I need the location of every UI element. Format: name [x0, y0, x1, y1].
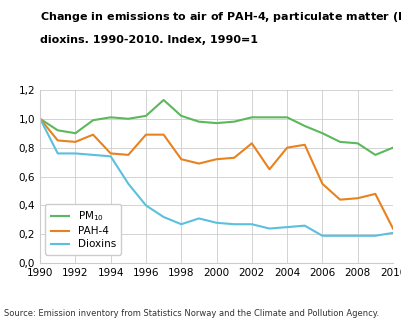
PM$_{10}$ [214, 121, 219, 125]
PAH-4 [338, 198, 342, 202]
PM$_{10}$ [196, 120, 201, 124]
PM$_{10}$ [355, 141, 360, 145]
Text: dioxins. 1990-2010. Index, 1990=1: dioxins. 1990-2010. Index, 1990=1 [40, 35, 258, 45]
PAH-4 [355, 196, 360, 200]
PAH-4 [302, 143, 307, 147]
PM$_{10}$ [144, 114, 148, 118]
PM$_{10}$ [179, 114, 184, 118]
Dioxins [355, 234, 360, 238]
Dioxins [214, 221, 219, 225]
PAH-4 [249, 141, 254, 145]
Dioxins [320, 234, 325, 238]
PM$_{10}$ [91, 118, 95, 122]
Dioxins [373, 234, 378, 238]
PM$_{10}$ [108, 115, 113, 119]
PM$_{10}$ [249, 115, 254, 119]
PM$_{10}$ [232, 120, 237, 124]
Dioxins [179, 222, 184, 226]
PM$_{10}$ [373, 153, 378, 157]
PM$_{10}$ [391, 146, 395, 150]
PM$_{10}$ [267, 115, 272, 119]
Dioxins [161, 215, 166, 219]
Text: Source: Emission inventory from Statistics Norway and the Climate and Pollution : Source: Emission inventory from Statisti… [4, 309, 379, 318]
Line: PM$_{10}$: PM$_{10}$ [40, 100, 393, 155]
PAH-4 [267, 168, 272, 171]
PM$_{10}$ [302, 124, 307, 128]
Dioxins [196, 217, 201, 221]
PAH-4 [144, 133, 148, 137]
Dioxins [267, 227, 272, 230]
PM$_{10}$ [38, 117, 43, 121]
PAH-4 [196, 162, 201, 166]
PAH-4 [161, 133, 166, 137]
Dioxins [108, 154, 113, 158]
PM$_{10}$ [73, 131, 78, 135]
PAH-4 [108, 152, 113, 155]
PAH-4 [214, 157, 219, 161]
PM$_{10}$ [161, 98, 166, 102]
PAH-4 [55, 138, 60, 142]
PAH-4 [179, 157, 184, 161]
Dioxins [91, 153, 95, 157]
PAH-4 [73, 140, 78, 144]
Dioxins [55, 152, 60, 155]
PM$_{10}$ [285, 115, 290, 119]
Dioxins [249, 222, 254, 226]
Dioxins [391, 231, 395, 235]
Legend: PM$_{10}$, PAH-4, Dioxins: PM$_{10}$, PAH-4, Dioxins [45, 204, 121, 255]
Line: Dioxins: Dioxins [40, 119, 393, 236]
Dioxins [144, 204, 148, 207]
PAH-4 [91, 133, 95, 137]
Dioxins [338, 234, 342, 238]
Dioxins [126, 182, 131, 186]
PAH-4 [373, 192, 378, 196]
Dioxins [73, 152, 78, 155]
PAH-4 [38, 117, 43, 121]
PAH-4 [126, 153, 131, 157]
PAH-4 [232, 156, 237, 160]
PM$_{10}$ [55, 128, 60, 132]
Dioxins [38, 117, 43, 121]
PAH-4 [320, 182, 325, 186]
Line: PAH-4: PAH-4 [40, 119, 393, 229]
PAH-4 [391, 227, 395, 230]
PM$_{10}$ [338, 140, 342, 144]
Text: Change in emissions to air of PAH-4, particulate matter (PM$_{10}$) and: Change in emissions to air of PAH-4, par… [40, 10, 401, 24]
Dioxins [285, 225, 290, 229]
Dioxins [232, 222, 237, 226]
PM$_{10}$ [320, 131, 325, 135]
PAH-4 [285, 146, 290, 150]
Dioxins [302, 224, 307, 228]
PM$_{10}$ [126, 117, 131, 121]
